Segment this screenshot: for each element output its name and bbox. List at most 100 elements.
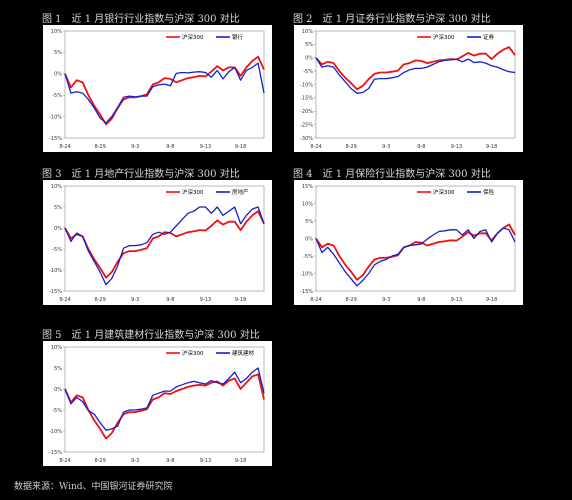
plot-frame: [315, 185, 516, 292]
series-line-hs300: [64, 55, 265, 126]
y-tick-label: 0%: [54, 72, 62, 78]
plot-frame: [64, 185, 265, 292]
legend-label: 沪深300: [433, 188, 455, 196]
x-tick-label: 9-8: [166, 458, 174, 464]
y-tick-label: 10%: [51, 345, 62, 351]
legend-label: 银行: [232, 33, 244, 41]
chart-4-panel: 15% 10% 5% 0% -5% -10% -15% 8-24 8-29 9-3 9-8 9-13 9…: [294, 180, 523, 305]
legend-label: 沪深300: [182, 349, 204, 357]
source-note: 数据来源：Wind、中国银河证券研究院: [14, 482, 173, 492]
x-tick-label: 9-18: [486, 297, 497, 303]
chart-3-svg: 10% 5% 0% -5% -10% -15% 8-24 8-29 9-3 9-8 9-13 9-18…: [49, 184, 265, 303]
y-tick-label: 10%: [51, 29, 62, 35]
y-tick-label: -15%: [300, 289, 313, 295]
series-line-sector: [64, 367, 265, 431]
x-tick-label: 8-24: [59, 144, 70, 150]
y-tick-label: -10%: [49, 268, 62, 274]
x-tick-label: 9-8: [417, 144, 425, 150]
x-tick-label: 8-24: [59, 297, 70, 303]
legend-label: 沪深300: [182, 188, 204, 196]
x-tick-label: 9-18: [235, 144, 246, 150]
x-tick-label: 9-3: [382, 297, 390, 303]
y-tick-label: 10%: [302, 201, 313, 207]
x-tick-label: 9-8: [166, 144, 174, 150]
y-tick-label: -25%: [300, 122, 313, 128]
chart-5-svg: 10% 5% 0% -5% -10% -15% 8-24 8-29 9-3 9-8 9-13 9-18…: [49, 345, 265, 464]
chart-4-title: 图 4 近 1 月保险行业指数与沪深 300 对比: [293, 169, 491, 180]
series-line-hs300: [315, 46, 516, 91]
series-line-sector: [64, 206, 265, 286]
y-tick-label: -15%: [49, 450, 62, 456]
x-tick-label: 9-8: [417, 297, 425, 303]
x-tick-label: 9-18: [235, 458, 246, 464]
legend-label: 沪深300: [182, 33, 204, 41]
x-tick-label: 9-13: [451, 297, 462, 303]
y-tick-label: 0%: [305, 236, 313, 242]
y-tick-label: -15%: [300, 96, 313, 102]
legend-label: 沪深300: [433, 33, 455, 41]
legend-label: 保险: [483, 188, 495, 196]
y-tick-label: 0%: [54, 226, 62, 232]
y-tick-label: 10%: [302, 29, 313, 35]
chart-2-title: 图 2 近 1 月证券行业指数与沪深 300 对比: [293, 14, 491, 25]
x-tick-label: 8-29: [94, 144, 105, 150]
y-tick-label: -10%: [300, 82, 313, 88]
chart-1-panel: 10% 5% 0% -5% -10% -15% 8-24 8-29 9-3 9-8 9-13 9-18…: [43, 25, 272, 152]
x-tick-label: 9-18: [235, 297, 246, 303]
legend-label: 房地产: [232, 188, 249, 196]
y-tick-label: 5%: [54, 205, 62, 211]
y-tick-label: -5%: [303, 69, 313, 75]
plot-frame: [315, 30, 516, 139]
plot-frame: [64, 346, 265, 453]
x-tick-label: 8-29: [94, 458, 105, 464]
chart-5-title: 图 5 近 1 月建筑建材行业指数与沪深 300 对比: [42, 330, 260, 341]
y-tick-label: -10%: [49, 114, 62, 120]
chart-3-title: 图 3 近 1 月地产行业指数与沪深 300 对比: [42, 169, 240, 180]
y-tick-label: -5%: [52, 408, 62, 414]
series-line-sector: [64, 62, 265, 124]
x-tick-label: 9-3: [131, 297, 139, 303]
y-tick-label: -15%: [49, 289, 62, 295]
x-tick-label: 9-13: [200, 144, 211, 150]
chart-1-title: 图 1 近 1 月银行行业指数与沪深 300 对比: [42, 14, 240, 25]
chart-4-svg: 15% 10% 5% 0% -5% -10% -15% 8-24 8-29 9-3 9-8 9-13 9…: [300, 184, 516, 303]
x-tick-label: 8-24: [310, 297, 321, 303]
x-tick-label: 8-29: [345, 144, 356, 150]
y-tick-label: -10%: [300, 271, 313, 277]
y-tick-label: 10%: [51, 184, 62, 190]
x-tick-label: 8-29: [345, 297, 356, 303]
x-tick-label: 9-3: [382, 144, 390, 150]
y-tick-label: -5%: [303, 254, 313, 260]
y-tick-label: 0%: [305, 56, 313, 62]
y-tick-label: -20%: [300, 109, 313, 115]
chart-3-panel: 10% 5% 0% -5% -10% -15% 8-24 8-29 9-3 9-8 9-13 9-18…: [43, 180, 272, 305]
y-tick-label: 0%: [54, 387, 62, 393]
x-tick-label: 9-13: [451, 144, 462, 150]
plot-frame: [64, 30, 265, 139]
series-line-sector: [315, 227, 516, 287]
x-tick-label: 9-3: [131, 144, 139, 150]
x-tick-label: 9-13: [200, 297, 211, 303]
series-line-hs300: [64, 210, 265, 279]
y-tick-label: -15%: [49, 136, 62, 142]
x-tick-label: 8-24: [59, 458, 70, 464]
series-line-hs300: [315, 223, 516, 281]
x-tick-label: 9-8: [166, 297, 174, 303]
chart-2-svg: 10% 5% 0% -5% -10% -15% -20% -25% -30% 8-24 8-29 9-…: [300, 29, 516, 150]
chart-2-panel: 10% 5% 0% -5% -10% -15% -20% -25% -30% 8-24 8-29 9-…: [294, 25, 523, 152]
x-tick-label: 8-24: [310, 144, 321, 150]
y-tick-label: 15%: [302, 184, 313, 190]
series-line-hs300: [64, 373, 265, 440]
chart-1-svg: 10% 5% 0% -5% -10% -15% 8-24 8-29 9-3 9-8 9-13 9-18…: [49, 29, 265, 150]
y-tick-label: -5%: [52, 247, 62, 253]
series-line-sector: [315, 57, 516, 94]
chart-5-panel: 10% 5% 0% -5% -10% -15% 8-24 8-29 9-3 9-8 9-13 9-18…: [43, 341, 272, 466]
y-tick-label: 5%: [54, 50, 62, 56]
x-tick-label: 9-13: [200, 458, 211, 464]
y-tick-label: -5%: [52, 93, 62, 99]
y-tick-label: 5%: [305, 42, 313, 48]
legend-label: 建筑建材: [232, 349, 255, 357]
x-tick-label: 9-3: [131, 458, 139, 464]
y-tick-label: 5%: [54, 366, 62, 372]
y-tick-label: 5%: [305, 219, 313, 225]
